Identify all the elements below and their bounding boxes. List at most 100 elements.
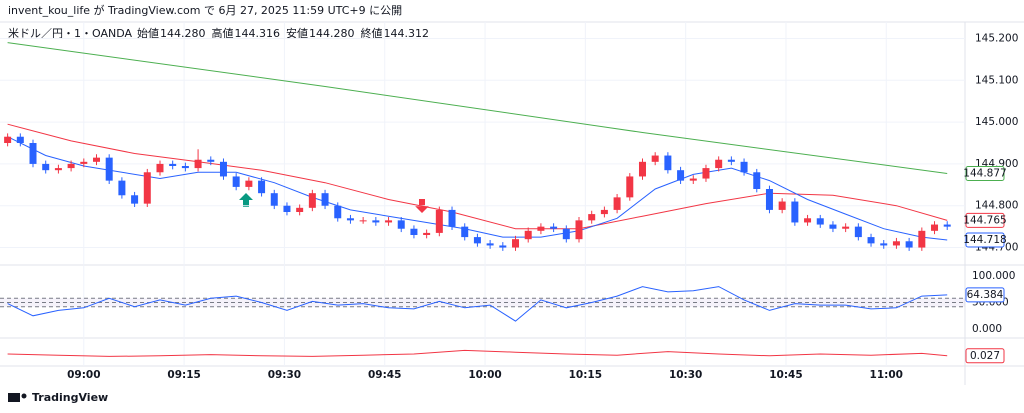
- candle-body: [385, 220, 393, 223]
- candle-body: [219, 161, 227, 177]
- candle-body: [931, 224, 939, 231]
- last-value: 144.718: [963, 234, 1006, 246]
- candle-body: [346, 218, 354, 221]
- candle-body: [118, 180, 126, 196]
- ma-line: [7, 42, 948, 174]
- candle-body: [4, 136, 12, 143]
- candle-body: [143, 172, 151, 204]
- candle-body: [892, 241, 900, 246]
- candle-body: [842, 226, 850, 229]
- last-value: 144.877: [963, 168, 1006, 180]
- rsi-tick-label: 100.000: [972, 270, 1015, 282]
- candle-body: [804, 218, 812, 223]
- rsi-last-value-box: [965, 287, 1005, 303]
- buy-arrow: [239, 193, 253, 207]
- candle-body: [435, 209, 443, 233]
- candle-body: [131, 195, 139, 204]
- candle-body: [512, 239, 520, 248]
- candle-body: [918, 230, 926, 248]
- candle-body: [410, 228, 418, 235]
- candle-body: [270, 193, 278, 206]
- candle-body: [67, 163, 75, 169]
- candle-body: [689, 178, 697, 181]
- candle-body: [397, 220, 405, 229]
- legend-low: 144.280: [309, 27, 355, 40]
- candle-body: [29, 143, 37, 164]
- legend-close-label: 終値: [361, 26, 383, 40]
- candle-body: [588, 214, 596, 221]
- candle-body: [867, 237, 875, 244]
- rsi-band: [0, 298, 965, 307]
- x-tick-label: 10:30: [669, 369, 702, 381]
- legend-high: 144.316: [235, 27, 281, 40]
- ma-line: [7, 136, 948, 241]
- rsi-line: [7, 286, 948, 322]
- y-tick-label: 144.800: [975, 200, 1018, 212]
- rsi-last-value: 64.384: [967, 289, 1004, 301]
- x-tick-label: 09:15: [167, 369, 200, 381]
- x-tick-label: 09:45: [368, 369, 401, 381]
- candle-body: [296, 207, 304, 212]
- header: invent_kou_life が TradingView.com で 6月 2…: [8, 3, 402, 17]
- candle-body: [613, 197, 621, 210]
- candle-body: [702, 168, 710, 179]
- candle-body: [829, 224, 837, 229]
- legend-open: 144.280: [160, 27, 206, 40]
- candle-body: [727, 159, 735, 162]
- candle-body: [677, 170, 685, 181]
- candle-body: [816, 218, 824, 225]
- candle-body: [524, 230, 532, 240]
- last-value-box: [965, 166, 1005, 182]
- legend-open-label: 始値: [137, 26, 159, 40]
- x-tick-label: 09:00: [67, 369, 100, 381]
- candle-body: [473, 237, 481, 244]
- ma-line: [7, 123, 948, 230]
- lower-last-value: 0.027: [970, 350, 1000, 362]
- logo: [8, 393, 27, 402]
- candle-body: [372, 220, 380, 223]
- candle-body: [651, 155, 659, 162]
- candle-body: [258, 180, 266, 194]
- candle-body: [105, 157, 113, 181]
- candle-body: [283, 205, 291, 212]
- legend-high-label: 高値: [212, 26, 234, 40]
- candle-body: [715, 159, 723, 169]
- candle-body: [423, 232, 431, 235]
- candle-body: [194, 159, 202, 169]
- candle-body: [905, 241, 913, 248]
- y-tick-label: 145.200: [975, 32, 1018, 44]
- legend-symbol: 米ドル／円・1・OANDA: [8, 27, 132, 40]
- candle-body: [562, 228, 570, 240]
- candle-body: [16, 136, 24, 143]
- rsi-tick-label: 0.000: [972, 323, 1002, 335]
- x-tick-label: 09:30: [268, 369, 301, 381]
- candle-body: [778, 201, 786, 210]
- x-tick-label: 10:00: [468, 369, 501, 381]
- candle-body: [207, 159, 215, 162]
- candle-body: [486, 243, 494, 246]
- brand: TradingView: [32, 391, 108, 404]
- candle-body: [448, 209, 456, 227]
- candle-body: [80, 161, 88, 164]
- candle-body: [334, 205, 342, 219]
- legend-low-label: 安値: [286, 26, 308, 40]
- candle-body: [575, 220, 583, 240]
- candle-body: [854, 226, 862, 238]
- y-tick-label: 145.000: [975, 116, 1018, 128]
- candle-body: [232, 176, 240, 187]
- lower-last-value-box: [965, 348, 1005, 364]
- candle-body: [765, 189, 773, 210]
- candle-body: [600, 209, 608, 215]
- candle-body: [181, 166, 189, 169]
- candle-body: [308, 193, 316, 208]
- candle-body: [753, 172, 761, 189]
- candle-body: [359, 220, 367, 222]
- candle-body: [740, 161, 748, 173]
- last-value-box: [965, 232, 1005, 248]
- candle-body: [550, 226, 558, 229]
- x-tick-label: 10:45: [769, 369, 802, 381]
- candle-body: [626, 176, 634, 198]
- candle-body: [169, 163, 177, 166]
- candle-body: [245, 180, 253, 187]
